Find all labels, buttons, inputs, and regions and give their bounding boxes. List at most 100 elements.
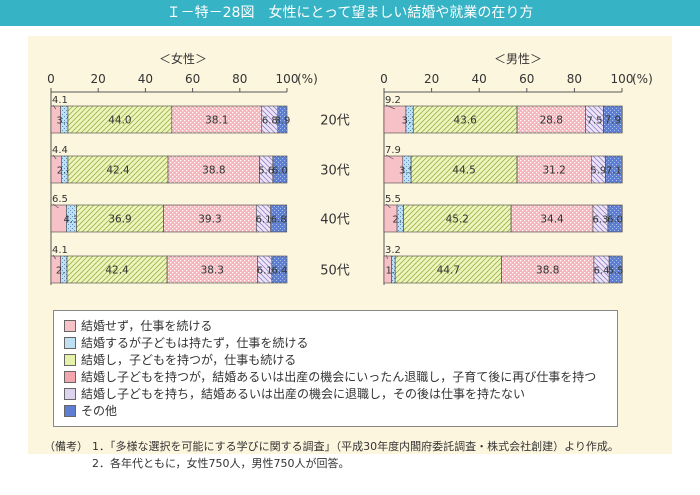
bar-segment — [403, 204, 512, 233]
note-text: 1．「多様な選択を可能にする学びに関する調査」（平成30年度内閣府委託調査・株式… — [92, 440, 619, 453]
data-label: 2.7 — [392, 215, 408, 226]
data-label: 7.9 — [604, 115, 621, 127]
note-row: （備考） 1．「多様な選択を可能にする学びに関する調査」（平成30年度内閣府委託… — [44, 438, 684, 455]
data-label: 6.4 — [594, 266, 610, 277]
legend-item: その他 — [64, 402, 617, 419]
data-label: 42.4 — [106, 165, 130, 177]
bar-segment — [410, 155, 518, 184]
bar-segment — [163, 204, 257, 233]
x-tick-label: 40 — [472, 72, 487, 86]
bar-segment — [166, 255, 258, 284]
legend-item: 結婚せず，仕事を続ける — [64, 317, 617, 334]
data-label: 4.1 — [52, 95, 68, 106]
data-label: 3.9 — [274, 116, 290, 127]
bar-segment — [270, 204, 288, 233]
bar-segment — [412, 105, 518, 134]
data-label: 4.1 — [52, 245, 68, 256]
legend-swatch-2 — [64, 353, 76, 366]
bar-segment — [516, 105, 586, 134]
bar-segment — [603, 105, 623, 134]
chart-title: Ｉ－特－28図 女性にとって望ましい結婚や就業の在り方 — [0, 0, 700, 26]
data-label: 31.2 — [542, 165, 565, 177]
data-label: 36.9 — [108, 214, 131, 226]
data-label: 3.1 — [56, 116, 72, 127]
bar-segment — [605, 155, 623, 184]
data-label: 4.4 — [52, 145, 68, 156]
category-label: 20代 — [320, 114, 350, 129]
data-label: 4.3 — [63, 215, 79, 226]
data-label: 42.4 — [105, 265, 129, 277]
data-label: 7.5 — [587, 116, 603, 127]
data-label: 5.6 — [258, 166, 274, 177]
data-label: 6.0 — [272, 166, 288, 177]
x-tick-label: 100 — [611, 72, 634, 86]
leader-line — [385, 104, 396, 110]
legend-label: 結婚し子どもを持ち，結婚あるいは出産の機会に退職し，その後は仕事を持たない — [81, 387, 526, 401]
bar-segment — [76, 204, 164, 233]
bar-segment — [271, 255, 288, 284]
leader-line — [385, 203, 391, 209]
unit-label: (%) — [632, 72, 653, 86]
legend-label: その他 — [81, 404, 118, 418]
legend-item: 結婚するが子どもは持たず，仕事を続ける — [64, 334, 617, 351]
data-label: 44.5 — [452, 165, 475, 177]
data-label: 44.0 — [108, 115, 131, 127]
note-prefix: （備考） — [44, 440, 88, 453]
leader-line — [385, 254, 389, 260]
data-label: 28.8 — [540, 115, 563, 127]
legend: 結婚せず，仕事を続ける 結婚するが子どもは持たず，仕事を続ける 結婚し，子どもを… — [53, 310, 618, 427]
bar-segment — [608, 255, 623, 284]
bar-segment — [67, 155, 169, 184]
notes: （備考） 1．「多様な選択を可能にする学びに関する調査」（平成30年度内閣府委託… — [44, 438, 684, 472]
data-label: 38.3 — [201, 265, 224, 277]
bar-segment — [516, 155, 592, 184]
data-label: 3.1 — [402, 116, 418, 127]
legend-label: 結婚し，子どもを持つが，仕事も続ける — [81, 353, 297, 367]
data-label: 39.3 — [198, 214, 221, 226]
bar-segment — [607, 204, 623, 233]
leader-line — [52, 254, 57, 260]
data-label: 7.1 — [606, 166, 622, 177]
unit-label: (%) — [297, 72, 318, 86]
panel-title: ＜女性＞ — [159, 51, 207, 66]
x-tick-label: 60 — [519, 72, 534, 86]
x-tick-label: 0 — [380, 72, 388, 86]
data-label: 2.7 — [56, 266, 72, 277]
data-label: 6.8 — [262, 116, 278, 127]
bar-segment — [277, 105, 288, 134]
legend-item: 結婚し子どもを持ち，結婚あるいは出産の機会に退職し，その後は仕事を持たない — [64, 385, 617, 402]
leader-line — [52, 154, 57, 160]
legend-swatch-4 — [64, 387, 76, 400]
x-tick-label: 0 — [47, 72, 55, 86]
data-label: 44.7 — [437, 265, 460, 277]
leader-line — [52, 104, 57, 110]
data-label: 5.9 — [590, 166, 606, 177]
data-label: 6.1 — [257, 266, 273, 277]
leader-line — [52, 203, 59, 209]
data-label: 38.1 — [205, 115, 228, 127]
data-label: 5.5 — [385, 194, 401, 205]
note-row: 2．各年代ともに，女性750人，男性750人が回答。 — [44, 455, 684, 472]
data-label: 6.1 — [256, 215, 272, 226]
category-label: 30代 — [320, 164, 350, 179]
data-label: 38.8 — [202, 165, 225, 177]
data-label: 6.3 — [593, 215, 609, 226]
legend-label: 結婚せず，仕事を続ける — [81, 319, 213, 333]
legend-swatch-1 — [64, 336, 76, 349]
bar-segment — [66, 255, 168, 284]
data-label: 6.4 — [271, 266, 287, 277]
note-text: 2．各年代ともに，女性750人，男性750人が回答。 — [92, 457, 350, 470]
bar-segment — [167, 155, 260, 184]
x-tick-label: 80 — [567, 72, 582, 86]
legend-swatch-5 — [64, 404, 76, 417]
data-label: 5.5 — [608, 266, 624, 277]
x-tick-label: 40 — [138, 72, 153, 86]
x-tick-label: 20 — [91, 72, 106, 86]
leader-line — [385, 154, 394, 160]
data-label: 3.2 — [385, 245, 401, 256]
legend-item: 結婚し子どもを持つが，結婚あるいは出産の機会にいったん退職し，子育て後に再び仕事… — [64, 368, 617, 385]
bar-segment — [272, 155, 288, 184]
data-label: 6.0 — [607, 215, 623, 226]
bar-segment — [67, 105, 173, 134]
data-label: 2.8 — [57, 166, 73, 177]
